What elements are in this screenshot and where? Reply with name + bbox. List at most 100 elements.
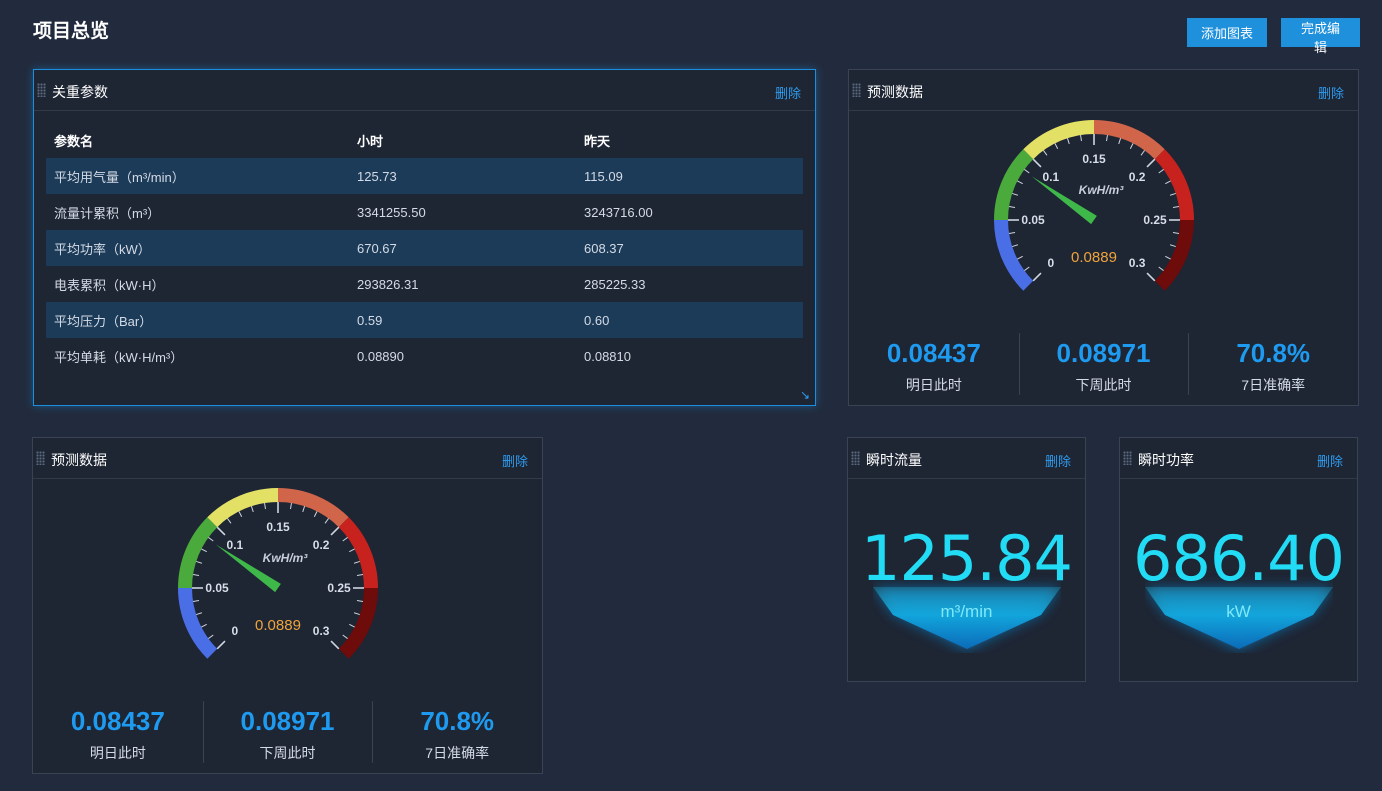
stat-label: 明日此时 <box>89 745 146 761</box>
table-row: 平均用气量（m³/min） 125.73 115.09 <box>46 158 803 194</box>
gauge-minor-tick <box>356 600 364 602</box>
yesterday-value: 0.60 <box>576 302 803 338</box>
gauge-tick-label: 0.1 <box>1043 170 1060 184</box>
gauge-minor-tick <box>208 537 214 542</box>
gauge-major-tick <box>1146 158 1156 168</box>
stat-accuracy: 70.8% 7日准确率 <box>1188 333 1358 395</box>
drag-grip-icon[interactable] <box>1123 451 1132 465</box>
yesterday-value: 3243716.00 <box>584 204 653 220</box>
gauge-band <box>277 488 349 528</box>
resize-handle-icon[interactable]: ↘ <box>799 388 810 402</box>
yesterday-value: 115.09 <box>576 158 803 194</box>
panel-header: 关重参数 删除 <box>34 70 815 111</box>
gauge-major-tick <box>1146 272 1156 282</box>
delete-link[interactable]: 删除 <box>774 86 801 101</box>
power-unit: kW <box>1226 602 1251 621</box>
drag-grip-icon[interactable] <box>852 83 861 97</box>
gauge-minor-tick <box>1012 244 1019 248</box>
stat-value: 0.08437 <box>886 338 981 368</box>
gauge-needle <box>1031 176 1097 225</box>
hour-value: 670.67 <box>349 230 576 266</box>
gauge-tick-label: 0.15 <box>266 520 290 534</box>
panel-header: 预测数据 删除 <box>33 438 542 479</box>
gauge-band <box>338 587 378 659</box>
gauge-minor-tick <box>302 506 306 513</box>
finish-edit-button[interactable]: 完成编辑 <box>1281 18 1360 55</box>
gauge-minor-tick <box>1008 232 1016 234</box>
gauge-minor-tick <box>1165 255 1171 260</box>
drag-grip-icon[interactable] <box>37 83 46 97</box>
gauge-band <box>1154 149 1194 221</box>
hour-value: 3341255.50 <box>357 204 426 220</box>
gauge-minor-tick <box>1066 138 1070 145</box>
delete-link[interactable]: 删除 <box>501 454 528 469</box>
column-header: 参数名 <box>54 133 94 149</box>
stat-value: 70.8% <box>420 706 495 736</box>
gauge-tick-label: 0.3 <box>1129 256 1146 270</box>
gauge-band <box>338 517 378 589</box>
gauge-minor-tick <box>342 634 348 639</box>
instant-power-panel: 瞬时功率 删除 686.40 kW <box>1119 437 1358 682</box>
gauge-band <box>1154 219 1194 291</box>
delete-link[interactable]: 删除 <box>1316 454 1343 469</box>
panel-header: 预测数据 删除 <box>849 70 1358 111</box>
forecast-panel-2: 预测数据 删除 0 0.05 0.1 0.15 0.2 0.25 0.3 KwH/m³ 0.08… <box>32 437 543 774</box>
gauge-minor-tick <box>227 518 232 524</box>
gauge-minor-tick <box>1172 206 1180 208</box>
gauge-chart: 0 0.05 0.1 0.15 0.2 0.25 0.3 KwH/m³ 0.0889 <box>994 120 1194 291</box>
gauge-major-tick <box>216 526 226 536</box>
delete-link[interactable]: 删除 <box>1044 454 1071 469</box>
gauge-minor-tick <box>1017 255 1023 260</box>
gauge-minor-tick <box>1118 138 1122 145</box>
gauge-minor-tick <box>1158 266 1164 271</box>
gauge-tick-label: 0.2 <box>1129 170 1146 184</box>
gauge-minor-tick <box>1165 180 1171 185</box>
yesterday-value: 608.37 <box>576 230 803 266</box>
gauge-chart: 0 0.05 0.1 0.15 0.2 0.25 0.3 KwH/m³ 0.0889 <box>178 488 378 659</box>
gauge-minor-tick <box>1129 143 1134 149</box>
yesterday-value: 285225.33 <box>584 276 646 292</box>
param-name: 平均用气量（m³/min） <box>46 158 349 194</box>
stat-label: 7日准确率 <box>1241 377 1306 393</box>
gauge-minor-tick <box>290 502 292 510</box>
gauge-major-tick <box>216 640 226 650</box>
table-row: 流量计累积（m³） 3341255.50 3243716.00 <box>46 194 803 230</box>
gauge-minor-tick <box>349 623 355 628</box>
gauge-minor-tick <box>1024 169 1030 174</box>
gauge-tick-label: 0.05 <box>205 581 229 595</box>
table-header-row: 参数名 小时 昨天 <box>46 122 803 158</box>
gauge-major-tick <box>1032 158 1042 168</box>
gauge-minor-tick <box>201 548 207 553</box>
params-table: 参数名 小时 昨天 平均用气量（m³/min） 125.73 115.09 流量… <box>46 122 803 374</box>
drag-grip-icon[interactable] <box>36 451 45 465</box>
gauge-minor-tick <box>324 518 329 524</box>
stat-label: 下周此时 <box>1075 377 1132 393</box>
instant-flow-panel: 瞬时流量 删除 125.84 m³/min <box>847 437 1086 682</box>
gauge-value-label: 0.0889 <box>1071 249 1117 266</box>
gauge-minor-tick <box>1017 180 1023 185</box>
gauge-minor-tick <box>353 560 360 564</box>
stat-label: 明日此时 <box>905 377 962 393</box>
yesterday-value: 0.08810 <box>584 348 631 364</box>
gauge-minor-tick <box>1140 150 1145 156</box>
gauge-minor-tick <box>238 511 243 517</box>
panel-title: 瞬时流量 <box>866 452 922 468</box>
hour-value: 0.59 <box>349 302 576 338</box>
stat-value: 0.08971 <box>1056 338 1151 368</box>
gauge-tick-label: 0.1 <box>227 538 244 552</box>
gauge-tick-label: 0.2 <box>313 538 330 552</box>
stat-tomorrow: 0.08437 明日此时 <box>33 705 203 763</box>
gauge-minor-tick <box>356 574 364 576</box>
gauge-unit-label: KwH/m³ <box>263 551 309 565</box>
drag-grip-icon[interactable] <box>851 451 860 465</box>
gauge-minor-tick <box>208 634 214 639</box>
add-chart-button[interactable]: 添加图表 <box>1187 18 1267 47</box>
stat-next-week: 0.08971 下周此时 <box>1018 333 1189 395</box>
stat-label: 下周此时 <box>259 745 316 761</box>
gauge-major-tick <box>1032 272 1042 282</box>
gauge-minor-tick <box>1080 134 1082 142</box>
gauge-minor-tick <box>1172 232 1180 234</box>
panel-title: 预测数据 <box>51 452 107 468</box>
delete-link[interactable]: 删除 <box>1317 86 1344 101</box>
gauge-band <box>178 517 218 589</box>
